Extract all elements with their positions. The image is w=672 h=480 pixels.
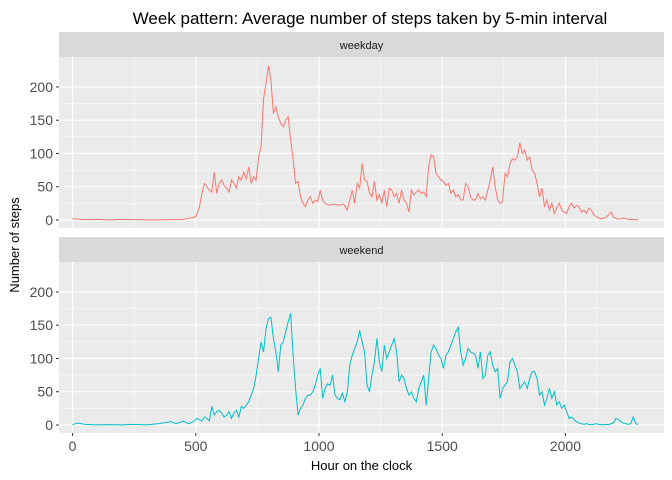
x-axis: 0 500 1000 1500 2000 bbox=[69, 433, 581, 454]
x-tick-label: 0 bbox=[69, 438, 77, 454]
facet-panel-weekend: weekend 0 50 100 150 200 bbox=[30, 237, 664, 433]
panel-background-weekday bbox=[59, 57, 664, 228]
series-line-weekday bbox=[72, 65, 639, 221]
strip-label-weekday: weekday bbox=[339, 40, 384, 52]
x-tick-label: 500 bbox=[184, 438, 208, 454]
y-axis-weekend: 0 50 100 150 200 bbox=[30, 284, 59, 433]
strip-background-weekend bbox=[59, 237, 664, 262]
strip-label-weekend: weekend bbox=[338, 245, 383, 257]
y-tick-label: 0 bbox=[45, 417, 53, 433]
x-tick-label: 2000 bbox=[550, 438, 581, 454]
grid-weekday bbox=[59, 57, 664, 228]
y-tick-label: 50 bbox=[37, 179, 53, 195]
y-axis-weekday: 0 50 100 150 200 bbox=[30, 79, 59, 228]
y-tick-label: 50 bbox=[37, 384, 53, 400]
panel-background-weekend bbox=[59, 262, 664, 433]
y-tick-label: 200 bbox=[30, 79, 54, 95]
y-tick-label: 150 bbox=[30, 317, 54, 333]
facet-panel-weekday: weekday 0 50 100 150 200 bbox=[30, 32, 664, 228]
y-axis-title: Number of steps bbox=[7, 197, 22, 293]
y-tick-label: 200 bbox=[30, 284, 54, 300]
strip-background-weekday bbox=[59, 32, 664, 57]
chart-title: Week pattern: Average number of steps ta… bbox=[133, 9, 608, 28]
y-tick-label: 100 bbox=[30, 145, 54, 161]
series-line-weekend bbox=[72, 313, 639, 426]
grid-weekend bbox=[59, 262, 664, 433]
y-tick-label: 150 bbox=[30, 112, 54, 128]
y-tick-label: 0 bbox=[45, 212, 53, 228]
y-tick-label: 100 bbox=[30, 350, 54, 366]
x-tick-label: 1000 bbox=[303, 438, 334, 454]
x-tick-label: 1500 bbox=[427, 438, 458, 454]
x-axis-title: Hour on the clock bbox=[311, 458, 413, 473]
